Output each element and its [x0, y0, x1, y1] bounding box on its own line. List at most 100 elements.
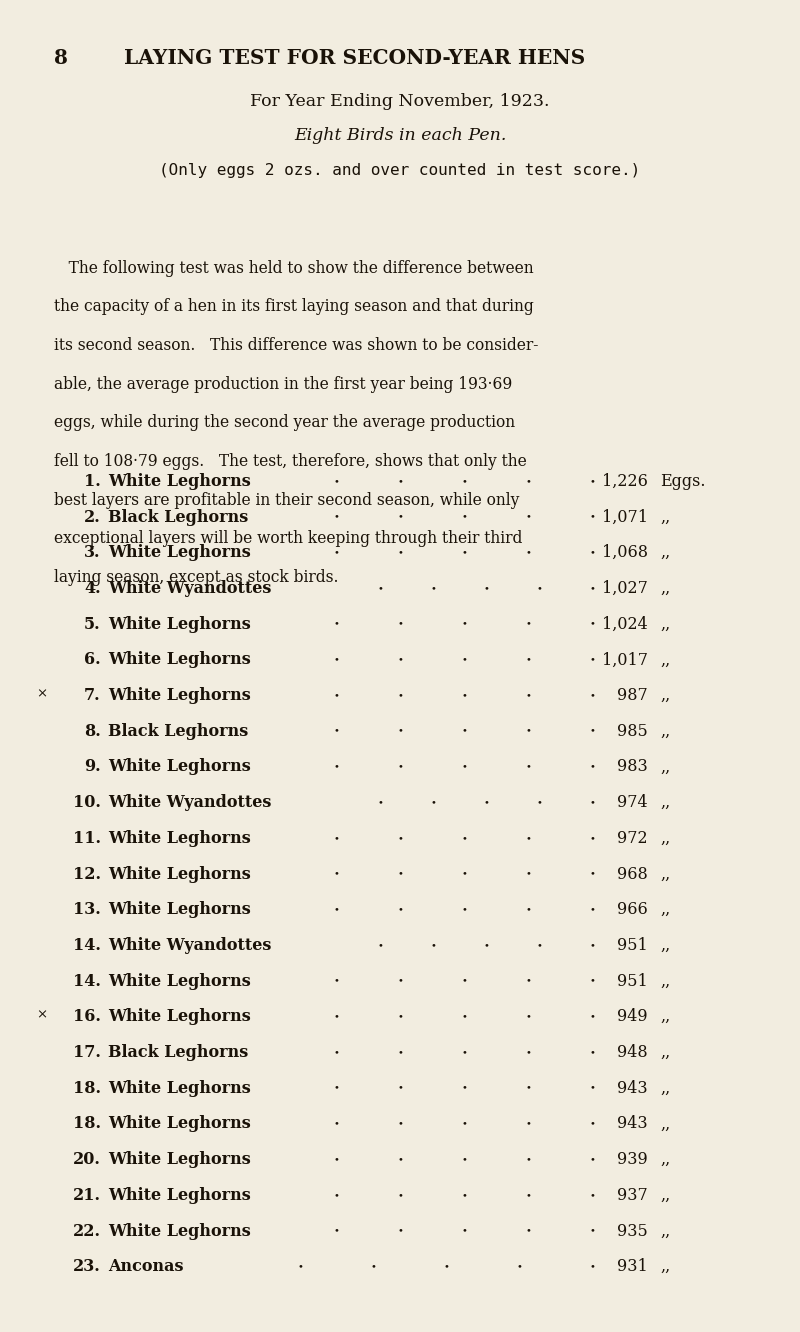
Text: •: •	[525, 906, 531, 914]
Text: •: •	[461, 762, 467, 771]
Text: 949: 949	[618, 1008, 648, 1026]
Text: For Year Ending November, 1923.: For Year Ending November, 1923.	[250, 93, 550, 111]
Text: •: •	[397, 1012, 403, 1022]
Text: ,,: ,,	[660, 1151, 670, 1168]
Text: White Wyandottes: White Wyandottes	[108, 579, 271, 597]
Text: ,,: ,,	[660, 579, 670, 597]
Text: 972: 972	[618, 830, 648, 847]
Text: •: •	[525, 1012, 531, 1022]
Text: •: •	[397, 1227, 403, 1236]
Text: •: •	[397, 1084, 403, 1092]
Text: 20.: 20.	[73, 1151, 101, 1168]
Text: ,,: ,,	[660, 1080, 670, 1096]
Text: 9.: 9.	[84, 758, 101, 775]
Text: •: •	[397, 549, 403, 557]
Text: •: •	[483, 940, 489, 950]
Text: ,,: ,,	[660, 1044, 670, 1062]
Text: •: •	[525, 1048, 531, 1058]
Text: White Leghorns: White Leghorns	[108, 830, 250, 847]
Text: •: •	[525, 870, 531, 879]
Text: ,,: ,,	[660, 615, 670, 633]
Text: •: •	[483, 583, 489, 593]
Text: •: •	[589, 1191, 595, 1200]
Text: •: •	[333, 549, 339, 557]
Text: •: •	[397, 976, 403, 986]
Text: •: •	[589, 906, 595, 914]
Text: White Leghorns: White Leghorns	[108, 972, 250, 990]
Text: •: •	[589, 1263, 595, 1271]
Text: •: •	[297, 1263, 303, 1271]
Text: 931: 931	[618, 1259, 648, 1275]
Text: •: •	[589, 1048, 595, 1058]
Text: 6.: 6.	[84, 651, 101, 669]
Text: •: •	[461, 834, 467, 843]
Text: •: •	[461, 1048, 467, 1058]
Text: •: •	[397, 619, 403, 629]
Text: ,,: ,,	[660, 687, 670, 705]
Text: •: •	[589, 834, 595, 843]
Text: •: •	[430, 798, 436, 807]
Text: 987: 987	[618, 687, 648, 705]
Text: the capacity of a hen in its first laying season and that during: the capacity of a hen in its first layin…	[54, 298, 534, 316]
Text: 11.: 11.	[73, 830, 101, 847]
Text: •: •	[461, 1012, 467, 1022]
Text: •: •	[333, 1084, 339, 1092]
Text: ×: ×	[36, 687, 47, 701]
Text: Black Leghorns: Black Leghorns	[108, 1044, 248, 1062]
Text: exceptional layers will be worth keeping through their third: exceptional layers will be worth keeping…	[54, 530, 522, 547]
Text: ,,: ,,	[660, 866, 670, 883]
Text: •: •	[461, 691, 467, 701]
Text: 943: 943	[618, 1115, 648, 1132]
Text: •: •	[333, 619, 339, 629]
Text: •: •	[589, 1227, 595, 1236]
Text: •: •	[589, 619, 595, 629]
Text: 3.: 3.	[84, 545, 101, 561]
Text: •: •	[333, 727, 339, 735]
Text: •: •	[525, 1084, 531, 1092]
Text: •: •	[443, 1263, 449, 1271]
Text: 968: 968	[618, 866, 648, 883]
Text: ,,: ,,	[660, 972, 670, 990]
Text: •: •	[333, 762, 339, 771]
Text: 951: 951	[618, 936, 648, 954]
Text: White Leghorns: White Leghorns	[108, 758, 250, 775]
Text: 13.: 13.	[73, 902, 101, 918]
Text: 939: 939	[618, 1151, 648, 1168]
Text: •: •	[589, 1119, 595, 1128]
Text: •: •	[461, 619, 467, 629]
Text: 8: 8	[54, 48, 69, 68]
Text: •: •	[589, 549, 595, 557]
Text: •: •	[525, 619, 531, 629]
Text: ,,: ,,	[660, 758, 670, 775]
Text: 4.: 4.	[84, 579, 101, 597]
Text: Eggs.: Eggs.	[660, 473, 706, 490]
Text: ,,: ,,	[660, 1008, 670, 1026]
Text: •: •	[589, 976, 595, 986]
Text: White Leghorns: White Leghorns	[108, 1151, 250, 1168]
Text: White Leghorns: White Leghorns	[108, 902, 250, 918]
Text: White Wyandottes: White Wyandottes	[108, 794, 271, 811]
Text: •: •	[397, 727, 403, 735]
Text: •: •	[397, 477, 403, 486]
Text: ,,: ,,	[660, 509, 670, 526]
Text: ,,: ,,	[660, 1115, 670, 1132]
Text: •: •	[397, 906, 403, 914]
Text: White Leghorns: White Leghorns	[108, 1223, 250, 1240]
Text: White Leghorns: White Leghorns	[108, 1115, 250, 1132]
Text: ,,: ,,	[660, 830, 670, 847]
Text: 948: 948	[618, 1044, 648, 1062]
Text: •: •	[525, 1191, 531, 1200]
Text: White Leghorns: White Leghorns	[108, 651, 250, 669]
Text: •: •	[333, 655, 339, 665]
Text: White Leghorns: White Leghorns	[108, 615, 250, 633]
Text: ,,: ,,	[660, 936, 670, 954]
Text: 22.: 22.	[73, 1223, 101, 1240]
Text: White Wyandottes: White Wyandottes	[108, 936, 271, 954]
Text: •: •	[525, 976, 531, 986]
Text: •: •	[397, 1191, 403, 1200]
Text: •: •	[589, 762, 595, 771]
Text: 10.: 10.	[73, 794, 101, 811]
Text: •: •	[536, 940, 542, 950]
Text: fell to 108·79 eggs.   The test, therefore, shows that only the: fell to 108·79 eggs. The test, therefore…	[54, 453, 527, 470]
Text: ,,: ,,	[660, 902, 670, 918]
